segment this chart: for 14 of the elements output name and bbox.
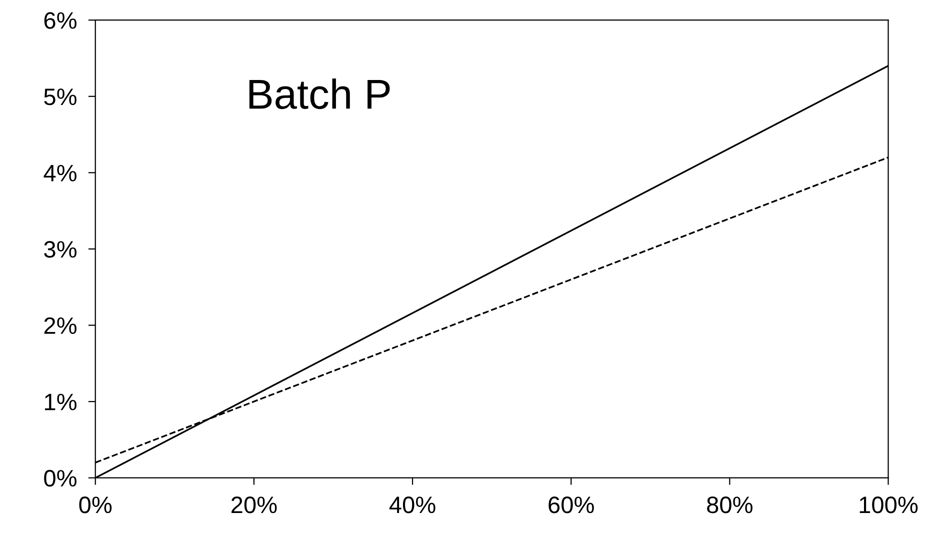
x-tick-label: 40%	[389, 496, 436, 514]
y-tick-label: 1%	[44, 394, 76, 410]
y-tick-label: 4%	[44, 164, 76, 182]
x-tick-label: 0%	[79, 496, 112, 514]
annotation: Batch P	[249, 78, 390, 110]
y-tick-label: 5%	[44, 88, 76, 106]
x-tick-label: 80%	[707, 496, 752, 514]
x-tick-label: 100%	[860, 496, 918, 514]
y-tick-label: 6%	[44, 12, 76, 29]
y-tick-label: 0%	[44, 470, 76, 487]
x-tick-label: 60%	[548, 496, 594, 514]
y-tick-label: 3%	[44, 241, 76, 258]
y-tick-label: 2%	[44, 317, 76, 334]
x-tick-label: 20%	[232, 496, 277, 514]
